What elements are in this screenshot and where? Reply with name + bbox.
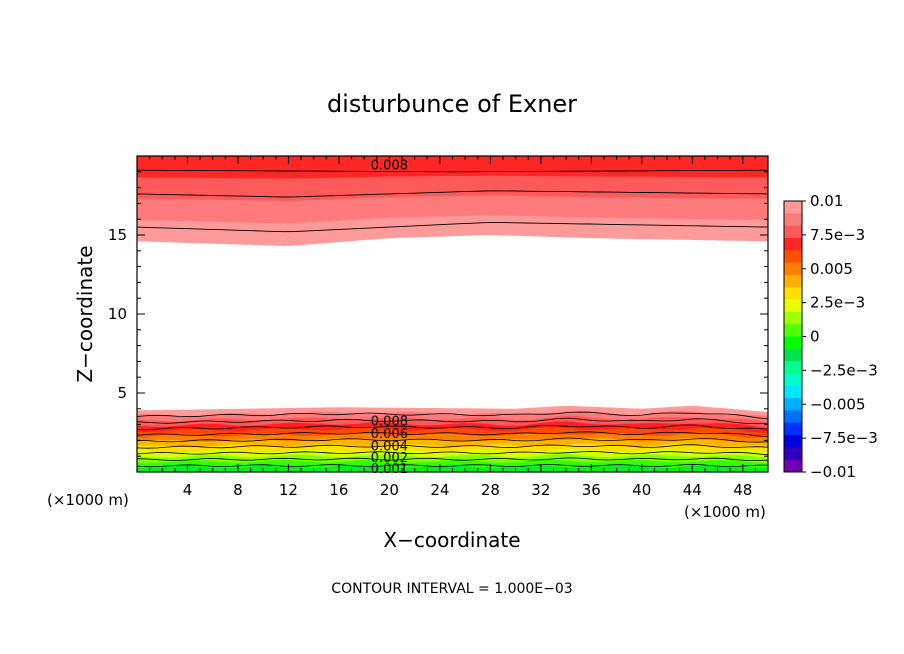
colorbar-swatch-16 [784, 398, 802, 411]
x-tick-label-44: 44 [683, 481, 702, 499]
colorbar-swatch-3 [784, 237, 802, 251]
lower-contour-0.001 [136, 463, 768, 468]
colorbar-swatch-21 [784, 459, 802, 473]
y-axis-label: Z−coordinate [73, 245, 97, 382]
colorbar-swatch-13 [784, 361, 802, 374]
colorbar-swatch-9 [784, 311, 802, 325]
lower-contour-label-0: 0.008 [371, 414, 408, 429]
colorbar-label-3: 2.5e−3 [810, 294, 865, 312]
colorbar-swatch-8 [784, 299, 802, 313]
y-tick-label-15: 15 [108, 226, 127, 244]
colorbar-swatch-6 [784, 274, 802, 288]
x-tick-label-16: 16 [329, 481, 348, 499]
x-unit-left: (×1000 m) [47, 491, 129, 509]
upper-contour-0.008 [136, 190, 769, 198]
lower-contour-0.007 [136, 424, 769, 431]
lower-contour-0.003 [136, 451, 769, 456]
x-tick-label-12: 12 [279, 481, 298, 499]
y-tick-label-10: 10 [108, 305, 127, 323]
colorbar-swatch-7 [784, 287, 802, 301]
colorbar-swatch-19 [784, 435, 802, 448]
colorbar-label-5: −2.5e−3 [810, 361, 878, 379]
colorbar-label-8: −0.01 [810, 463, 856, 481]
colorbar-swatch-4 [784, 250, 802, 264]
colorbar-label-6: −0.005 [810, 395, 866, 413]
colorbar-label-1: 7.5e−3 [810, 226, 865, 244]
colorbar-swatch-2 [784, 225, 802, 239]
colorbar-swatch-10 [784, 324, 802, 337]
colorbar-swatch-5 [784, 262, 802, 276]
colorbar-swatch-15 [784, 385, 802, 399]
contour-lines [136, 169, 769, 468]
x-axis-ticks: 4 8 12 16 20 24 28 32 36 40 44 48 [136, 156, 769, 499]
x-tick-label-8: 8 [233, 481, 243, 499]
lower-contour-0.004 [136, 444, 769, 449]
x-tick-label-36: 36 [582, 481, 601, 499]
colorbar-swatch-11 [784, 336, 802, 350]
colorbar-swatch-14 [784, 373, 802, 387]
lower-contour-0.005 [136, 437, 769, 443]
lower-contour-0.009 [136, 411, 769, 420]
colorbar-swatch-1 [784, 213, 802, 227]
x-tick-label-40: 40 [632, 481, 651, 499]
colorbar-swatch-0 [784, 201, 802, 214]
upper-fill-band-3 [137, 156, 768, 179]
colorbar-swatch-18 [784, 422, 802, 436]
lower-contour-0.008 [136, 417, 769, 425]
lower-contour-label-2: 0.004 [371, 440, 408, 455]
lower-contour-0.002 [136, 457, 769, 462]
colorbar-label-2: 0.005 [810, 260, 853, 278]
x-tick-label-48: 48 [733, 481, 752, 499]
colorbar-label-4: 0 [810, 328, 820, 346]
x-tick-label-32: 32 [531, 481, 550, 499]
lower-contour-label-1: 0.006 [371, 427, 408, 442]
plot-fills [137, 156, 768, 472]
colorbar-swatch-20 [784, 447, 802, 461]
upper-contour-0.007 [136, 169, 769, 173]
colorbar-label-7: −7.5e−3 [810, 429, 878, 447]
colorbar-label-0: 0.01 [810, 192, 843, 210]
colorbar: 0.01 7.5e−3 0.005 2.5e−3 0 −2.5e−3 −0.005 −7.5e… [783, 192, 878, 481]
x-tick-label-28: 28 [481, 481, 500, 499]
y-tick-label-5: 5 [117, 384, 127, 402]
y-axis-ticks: 5 10 15 [108, 155, 768, 473]
x-tick-label-4: 4 [183, 481, 193, 499]
x-axis-label: X−coordinate [383, 528, 520, 552]
upper-contour-label-0: 0.008 [371, 158, 408, 173]
x-tick-label-24: 24 [430, 481, 449, 499]
lower-contour-0.006 [136, 431, 769, 438]
contour-interval-note: CONTOUR INTERVAL = 1.000E−03 [331, 581, 572, 597]
x-unit-right: (×1000 m) [684, 503, 766, 521]
upper-contour-0.009 [136, 221, 769, 233]
lower-contour-label-3: 0.002 [371, 451, 408, 466]
x-tick-label-20: 20 [380, 481, 399, 499]
colorbar-swatch-17 [784, 410, 802, 424]
chart-title: disturbunce of Exner [327, 90, 577, 118]
colorbar-swatch-12 [784, 348, 802, 362]
